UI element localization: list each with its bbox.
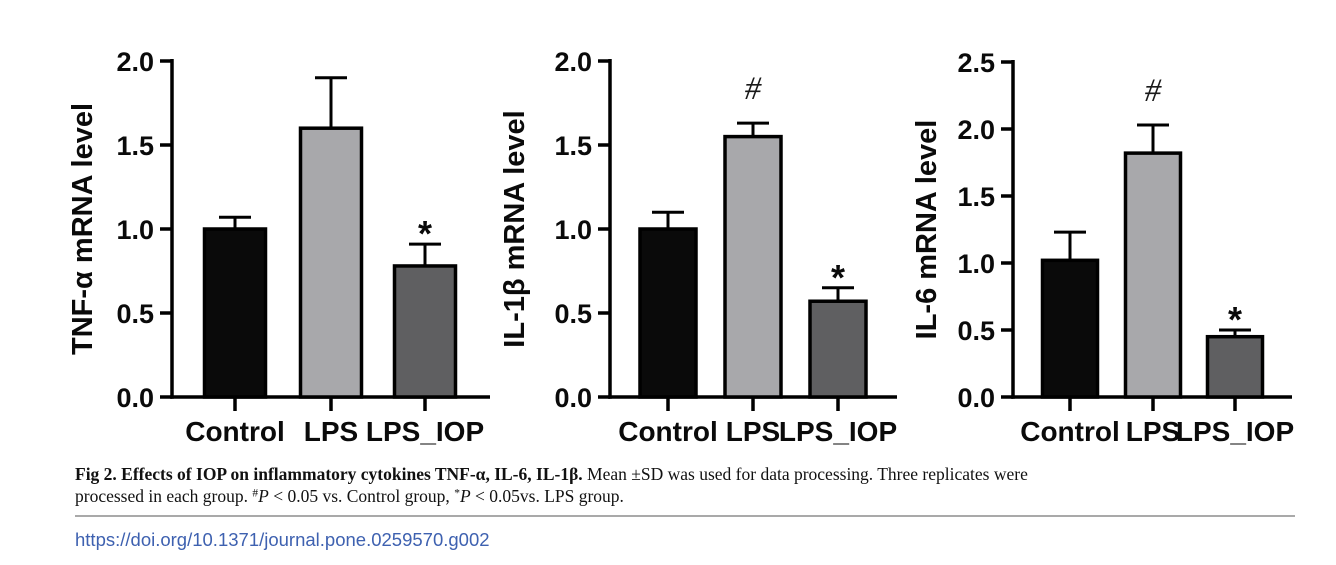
y-axis-title: TNF-α mRNA level: [67, 103, 99, 355]
category-label: Control: [185, 416, 285, 447]
y-tick-label: 2.0: [116, 47, 154, 77]
caption-p-italic-2: P: [459, 485, 471, 506]
bar-lps_iop: [392, 264, 458, 399]
bar-lps: [298, 126, 364, 399]
caption-text-1: Mean ±SD was used for data processing. T…: [587, 464, 1028, 484]
y-tick-label: 1.0: [554, 215, 592, 245]
sig-marker-hash: #: [745, 71, 763, 107]
bar-control: [1040, 258, 1100, 399]
y-tick-label: 0.5: [116, 299, 154, 329]
y-tick-label: 0.0: [957, 383, 995, 413]
sig-marker-star: *: [1228, 299, 1242, 340]
category-label: LPS: [726, 416, 780, 447]
category-label: LPS_IOP: [366, 416, 484, 447]
caption-title: Fig 2. Effects of IOP on inflammatory cy…: [75, 464, 583, 484]
y-tick-label: 1.0: [116, 215, 154, 245]
bar-lps: [723, 134, 783, 399]
y-tick-label: 0.0: [554, 383, 592, 413]
y-tick-label: 2.0: [957, 115, 995, 145]
category-label: Control: [618, 416, 718, 447]
sig-marker-star: *: [831, 257, 845, 298]
sig-marker-hash: #: [1145, 73, 1163, 109]
y-tick-label: 0.5: [957, 316, 995, 346]
y-axis-title: IL-1β mRNA level: [499, 110, 531, 347]
y-tick-label: 0.0: [116, 383, 154, 413]
bar-lps_iop: [808, 299, 868, 399]
caption-divider: [75, 515, 1295, 517]
doi-link[interactable]: https://doi.org/10.1371/journal.pone.025…: [75, 529, 490, 550]
category-label: LPS_IOP: [779, 416, 897, 447]
figure-caption: Fig 2. Effects of IOP on inflammatory cy…: [75, 464, 1245, 507]
category-label: LPS_IOP: [1176, 416, 1294, 447]
bar-lps_iop: [1205, 334, 1265, 399]
caption-line-1: Fig 2. Effects of IOP on inflammatory cy…: [75, 464, 1245, 486]
category-label: Control: [1020, 416, 1120, 447]
y-tick-label: 0.5: [554, 299, 592, 329]
caption-hash-superscript: #: [252, 487, 259, 499]
y-tick-label: 1.5: [116, 131, 154, 161]
y-axis-title: IL-6 mRNA level: [911, 120, 943, 340]
y-tick-label: 1.5: [957, 182, 995, 212]
caption-p-italic-1: P: [258, 485, 269, 506]
caption-sig-text-1: < 0.05 vs. Control group,: [268, 485, 455, 506]
bar-control: [638, 227, 698, 399]
category-label: LPS: [304, 416, 358, 447]
caption-star-superscript: *: [454, 487, 460, 499]
caption-line-2: processed in each group. #P < 0.05 vs. C…: [75, 486, 1245, 508]
y-tick-label: 2.0: [554, 47, 592, 77]
bar-lps: [1123, 151, 1183, 399]
y-tick-label: 1.0: [957, 249, 995, 279]
caption-sig-text-2: < 0.05vs. LPS group.: [470, 485, 624, 506]
sig-marker-star: *: [418, 213, 432, 254]
caption-text-2: processed in each group.: [75, 485, 253, 506]
bar-control: [202, 227, 268, 399]
category-label: LPS: [1126, 416, 1180, 447]
y-tick-label: 1.5: [554, 131, 592, 161]
y-tick-label: 2.5: [957, 48, 995, 78]
